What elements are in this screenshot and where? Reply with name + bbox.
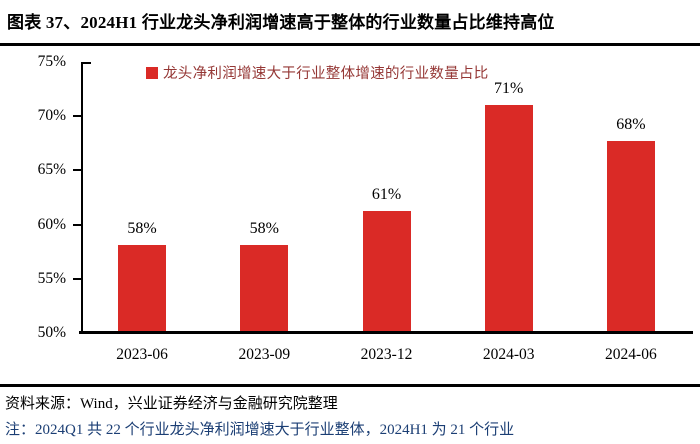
bar-2023-09: [240, 245, 289, 333]
y-axis-tick: [73, 169, 81, 172]
y-axis-label: 55%: [37, 269, 66, 287]
legend-swatch-icon: [146, 66, 158, 79]
x-axis-label: 2024-06: [605, 346, 657, 363]
bar-2024-03: [484, 105, 533, 333]
bar-2023-06: [118, 245, 167, 333]
y-axis-tick: [73, 223, 81, 226]
y-axis-tick: [73, 115, 81, 118]
x-axis-line: [79, 331, 693, 334]
y-axis-label: 65%: [37, 161, 66, 179]
bar-value-label: 68%: [616, 116, 646, 134]
chart-legend: 龙头净利润增速大于行业整体增速的行业数量占比: [146, 62, 489, 83]
source-text: 资料来源：Wind，兴业证券经济与金融研究院整理: [5, 396, 338, 412]
figure-title: 图表 37、2024H1 行业龙头净利润增速高于整体的行业数量占比维持高位: [7, 13, 555, 32]
y-axis-label: 60%: [37, 215, 66, 233]
y-axis-label: 75%: [37, 53, 66, 70]
y-axis-tick: [73, 277, 81, 280]
x-axis-label: 2023-12: [360, 346, 413, 363]
x-axis-label: 2023-06: [116, 346, 168, 363]
title-divider: [0, 43, 700, 46]
bar-value-label: 61%: [371, 185, 402, 203]
bar-value-label: 71%: [494, 80, 524, 98]
x-axis-label: 2023-09: [238, 346, 291, 363]
y-axis-label: 50%: [37, 324, 66, 341]
legend-label: 龙头净利润增速大于行业整体增速的行业数量占比: [163, 66, 489, 82]
x-axis-label: 2024-03: [482, 346, 535, 363]
y-axis-label: 70%: [37, 107, 66, 125]
note-text: 注：2024Q1 共 22 个行业龙头净利润增速大于行业整体，2024H1 为 …: [5, 422, 515, 438]
bar-value-label: 58%: [249, 220, 279, 238]
y-axis-line: [81, 62, 83, 333]
bar-2024-06: [606, 141, 655, 333]
y-axis-top-tick: [81, 62, 91, 64]
footer-divider: [0, 384, 700, 387]
bar-value-label: 58%: [127, 220, 157, 238]
bar-2023-12: [362, 210, 411, 333]
